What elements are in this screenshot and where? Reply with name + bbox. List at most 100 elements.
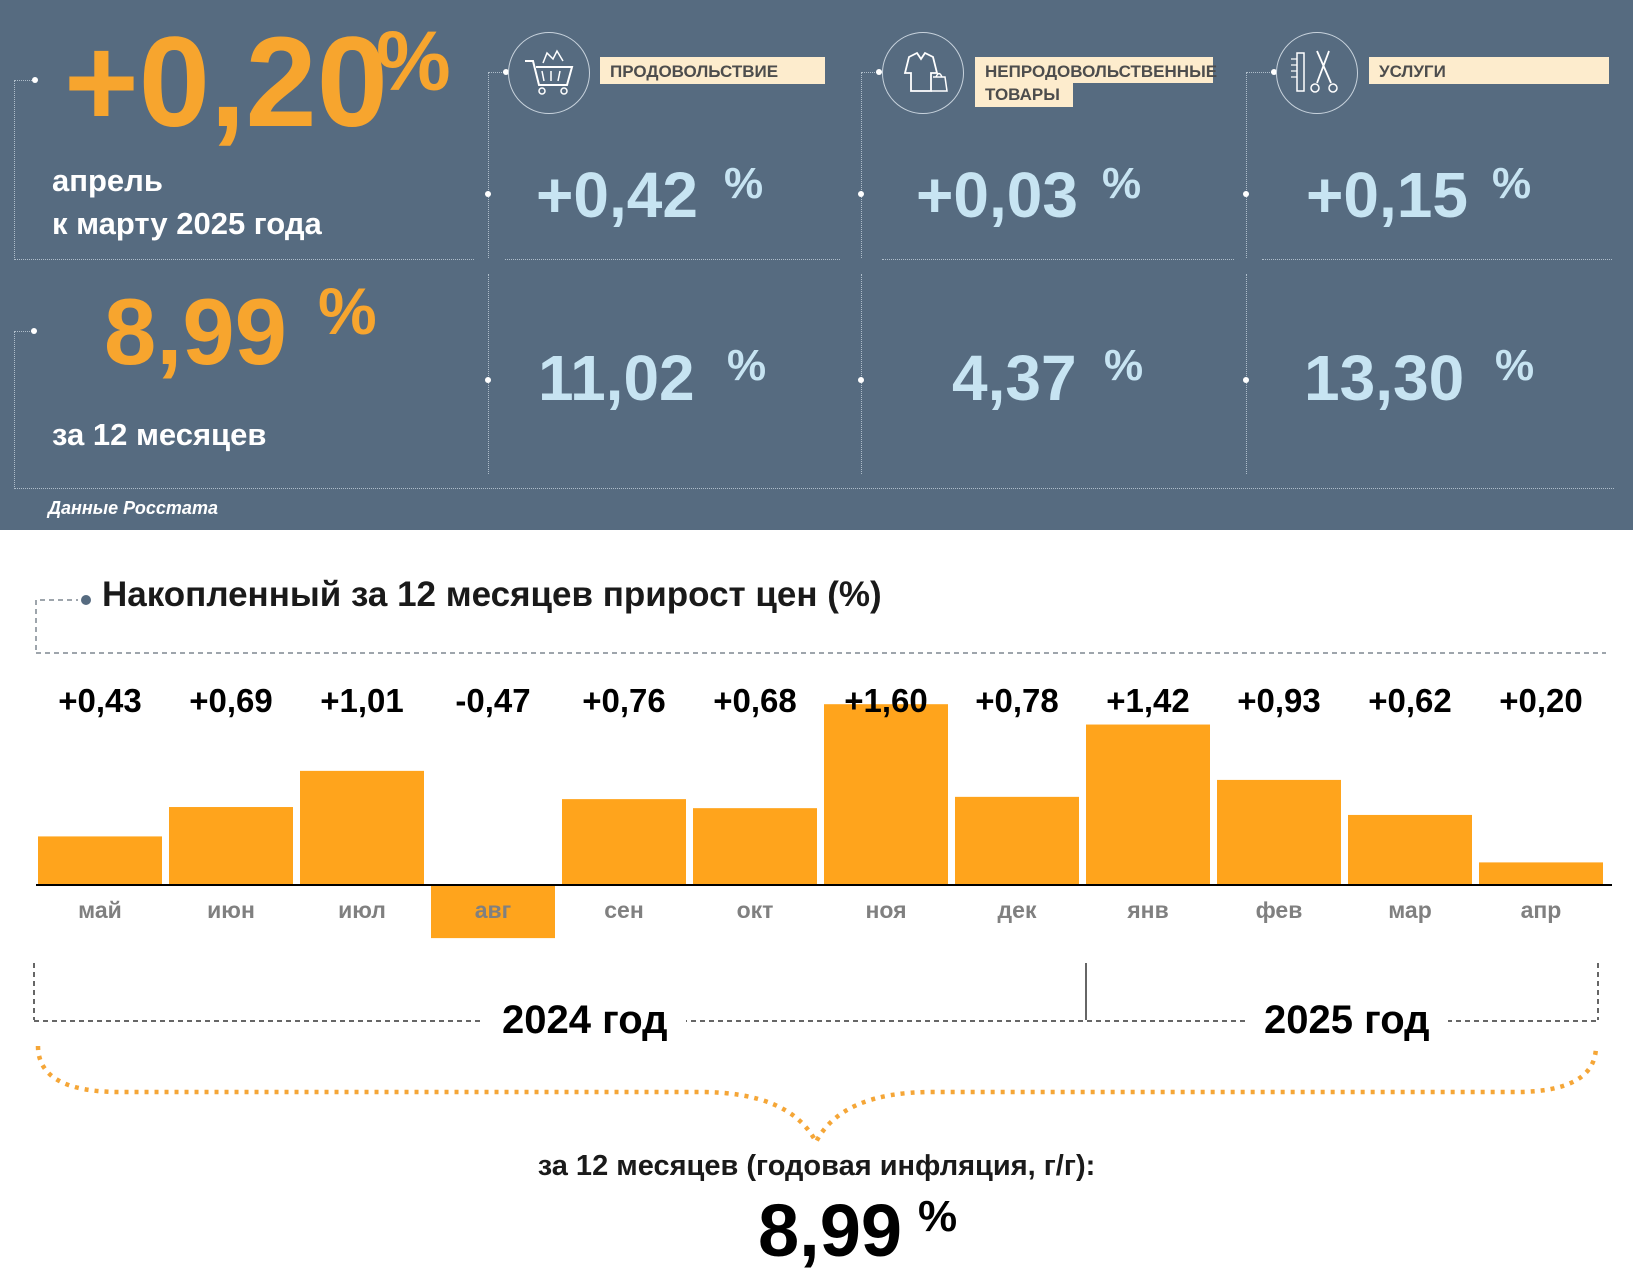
- column-divider: [861, 72, 862, 258]
- nonfood-annual-unit: %: [1104, 341, 1144, 390]
- column-divider: [488, 274, 489, 474]
- services-monthly-value: +0,15: [1306, 159, 1468, 231]
- annual-inflation-unit: %: [318, 274, 377, 348]
- frame-line: [1246, 72, 1272, 73]
- year-label-2024: 2024 год: [484, 998, 686, 1043]
- nonfood-monthly-unit: %: [1102, 159, 1142, 208]
- monthly-period-line1: апрель: [52, 163, 163, 198]
- category-label-nonfood-line2: ТОВАРЫ: [975, 80, 1073, 107]
- value-label-янв: +1,42: [1106, 682, 1190, 719]
- bullet-dot: [858, 377, 864, 383]
- month-label-фев: фев: [1256, 897, 1303, 923]
- value-label-дек: +0,78: [975, 682, 1059, 719]
- row-divider: [882, 259, 1234, 260]
- bar-апр: [1479, 862, 1603, 885]
- value-label-апр: +0,20: [1499, 682, 1583, 719]
- value-label-мар: +0,62: [1368, 682, 1452, 719]
- frame-line: [14, 80, 34, 81]
- title-dot: [81, 595, 91, 605]
- scissors-comb-icon: [1276, 32, 1358, 114]
- annual-inflation-value: 8,99: [104, 279, 287, 384]
- category-label-food: ПРОДОВОЛЬСТВИЕ: [600, 57, 825, 84]
- value-label-фев: +0,93: [1237, 682, 1321, 719]
- monthly-inflation-unit: %: [376, 14, 451, 108]
- bar-авг: [431, 885, 555, 939]
- bullet-dot: [1243, 191, 1249, 197]
- value-label-июн: +0,69: [189, 682, 273, 719]
- category-label-services: УСЛУГИ: [1369, 57, 1609, 84]
- chart-title: Накопленный за 12 месяцев прирост цен (%…: [102, 575, 882, 614]
- bar-июл: [300, 770, 424, 885]
- frame-line: [14, 488, 1614, 489]
- nonfood-annual-value: 4,37: [952, 342, 1077, 414]
- monthly-inflation-value: +0,20: [64, 11, 388, 154]
- value-label-май: +0,43: [58, 682, 142, 719]
- month-label-дек: дек: [998, 897, 1037, 923]
- food-monthly-unit: %: [724, 159, 764, 208]
- clothing-icon: [882, 32, 964, 114]
- monthly-period-line2: к марту 2025 года: [52, 206, 322, 241]
- bar-июн: [169, 807, 293, 885]
- month-label-май: май: [78, 897, 122, 923]
- services-monthly-unit: %: [1492, 159, 1532, 208]
- column-divider: [861, 274, 862, 474]
- value-label-окт: +0,68: [713, 682, 797, 719]
- month-label-мар: мар: [1388, 897, 1432, 923]
- column-divider: [1246, 72, 1247, 258]
- bar-окт: [693, 808, 817, 885]
- summary-label: за 12 месяцев (годовая инфляция, г/г):: [537, 1150, 1096, 1182]
- bar-сен: [562, 799, 686, 885]
- category-label-nonfood-line1: НЕПРОДОВОЛЬСТВЕННЫЕ: [985, 62, 1218, 81]
- month-label-окт: окт: [737, 897, 774, 923]
- month-label-янв: янв: [1126, 897, 1168, 923]
- bar-фев: [1217, 779, 1341, 885]
- row-divider: [1262, 259, 1612, 260]
- shopping-cart-icon: [508, 32, 590, 114]
- frame-line: [14, 259, 474, 260]
- annual-period: за 12 месяцев: [52, 417, 267, 452]
- column-divider: [1246, 274, 1247, 474]
- food-annual-value: 11,02: [538, 342, 695, 414]
- summary-brace: [35, 1045, 1599, 1147]
- bullet-dot: [485, 377, 491, 383]
- summary-unit: %: [918, 1192, 958, 1241]
- month-label-ноя: ноя: [865, 897, 906, 923]
- month-label-сен: сен: [604, 897, 643, 923]
- bar-янв: [1086, 724, 1210, 885]
- year-label-2025: 2025 год: [1246, 998, 1448, 1043]
- bar-мар: [1348, 814, 1472, 885]
- frame-line: [488, 72, 506, 73]
- bullet-dot: [485, 191, 491, 197]
- bar-дек: [955, 796, 1079, 885]
- bullet-dot: [858, 191, 864, 197]
- month-label-апр: апр: [1521, 897, 1562, 923]
- food-annual-unit: %: [727, 341, 767, 390]
- value-label-июл: +1,01: [320, 682, 404, 719]
- value-label-ноя: +1,60: [844, 682, 928, 719]
- value-label-авг: -0,47: [455, 682, 530, 719]
- bullet-dot: [876, 69, 882, 75]
- frame-line: [861, 72, 879, 73]
- value-label-сен: +0,76: [582, 682, 666, 719]
- bullet-dot: [32, 77, 38, 83]
- month-label-авг: авг: [475, 897, 512, 923]
- summary-panel: +0,20 % апрель к марту 2025 года 8,99 % …: [0, 0, 1633, 530]
- bullet-dot: [1243, 377, 1249, 383]
- column-divider: [488, 72, 489, 258]
- source-note: Данные Росстата: [48, 498, 218, 518]
- bullet-dot: [1271, 69, 1277, 75]
- bullet-dot: [31, 328, 37, 334]
- services-annual-value: 13,30: [1304, 342, 1465, 414]
- bar-май: [38, 836, 162, 885]
- month-label-июл: июл: [338, 897, 386, 923]
- bars-group: +0,43 май +0,69 июн +1,01 июл -0,47 авг +0,76 сен…: [36, 682, 1612, 939]
- frame-line: [14, 331, 15, 489]
- frame-line: [14, 80, 15, 260]
- summary-value: 8,99: [758, 1189, 903, 1272]
- nonfood-monthly-value: +0,03: [916, 159, 1078, 231]
- category-label-nonfood: НЕПРОДОВОЛЬСТВЕННЫЕ: [975, 57, 1217, 83]
- month-label-июн: июн: [207, 897, 255, 923]
- services-annual-unit: %: [1495, 341, 1535, 390]
- row-divider: [505, 259, 840, 260]
